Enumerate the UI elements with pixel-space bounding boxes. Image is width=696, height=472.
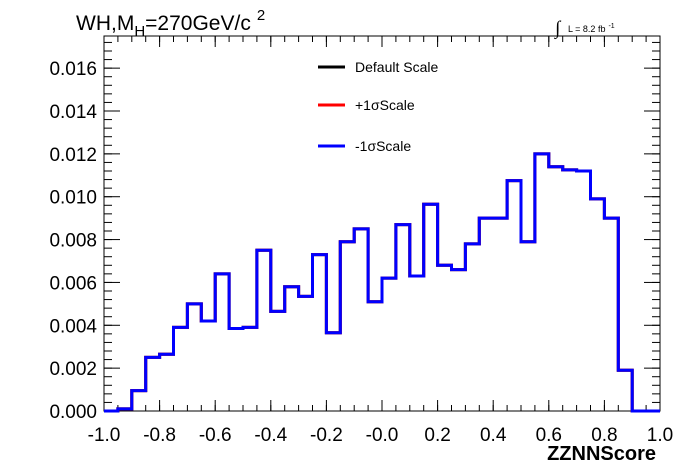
y-tick-labels: 0.000 0.002 0.004 0.006 0.008 0.010 0.012 0.014… xyxy=(49,59,97,423)
y-tick-label: 0.008 xyxy=(49,231,97,252)
x-tick-label: 0.2 xyxy=(424,425,450,446)
x-tick-label: 0.4 xyxy=(480,425,507,446)
y-tick-label: 0.006 xyxy=(49,273,97,294)
y-tick-label: 0.000 xyxy=(49,402,97,423)
lumi-label: L = 8.2 fb -1 xyxy=(568,23,615,34)
x-tick-label: -0.2 xyxy=(310,425,343,446)
title-rest: =270GeV/c xyxy=(145,12,251,35)
legend: Default Scale +1σScale -1σScale xyxy=(318,59,438,154)
y-tick-label: 0.002 xyxy=(49,359,97,380)
y-tick-label: 0.004 xyxy=(49,316,97,337)
lumi-text: L = 8.2 fb xyxy=(568,24,605,34)
title-superscript: 2 xyxy=(257,7,265,24)
series-layer xyxy=(104,152,660,413)
x-tick-labels: -1.0 -0.8 -0.6 -0.4 -0.2 -0.0 0.2 0.4 0.6 0.8 1.0 xyxy=(88,425,674,446)
y-tick-label: 0.010 xyxy=(49,188,97,209)
x-tick-label: 0.6 xyxy=(536,425,562,446)
lumi-superscript: -1 xyxy=(608,23,614,30)
x-tick-label: 1.0 xyxy=(647,425,673,446)
x-tick-label: -1.0 xyxy=(88,425,121,446)
x-tick-label: 0.8 xyxy=(591,425,617,446)
legend-label: -1σScale xyxy=(355,138,411,154)
legend-label: +1σScale xyxy=(355,97,415,113)
y-tick-label: 0.014 xyxy=(49,102,97,123)
x-tick-label: -0.8 xyxy=(143,425,176,446)
series-line xyxy=(104,152,660,413)
x-tick-label: -0.6 xyxy=(199,425,232,446)
chart-title: WH,MH=270GeV/c 2 xyxy=(76,7,265,40)
title-main: WH,M xyxy=(76,12,134,35)
lumi-integral-symbol: ∫ xyxy=(554,18,562,40)
x-axis-title: ZZNNScore xyxy=(547,443,656,465)
legend-label: Default Scale xyxy=(355,59,438,75)
y-tick-label: 0.016 xyxy=(49,59,97,80)
y-tick-label: 0.012 xyxy=(49,145,97,166)
x-tick-label: -0.0 xyxy=(366,425,399,446)
x-tick-label: -0.4 xyxy=(254,425,287,446)
title-subscript: H xyxy=(134,23,145,40)
